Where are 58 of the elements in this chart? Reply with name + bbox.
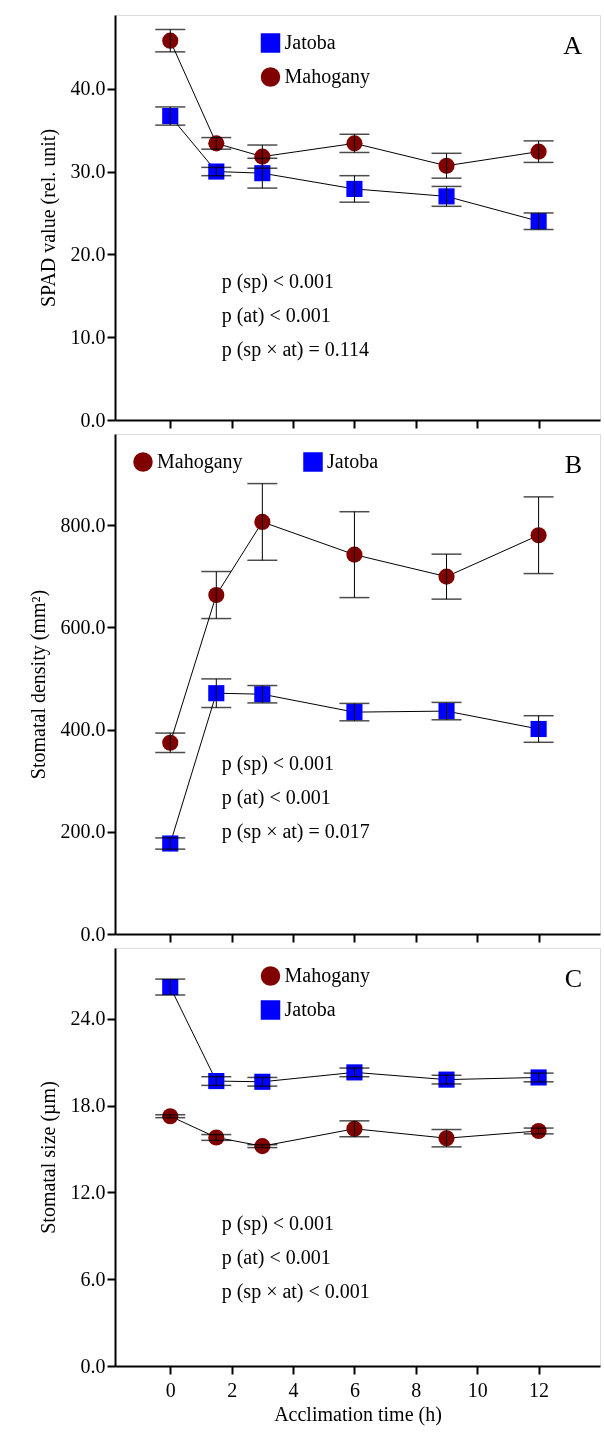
annotation: p (at) < 0.001: [221, 786, 331, 809]
point: [438, 703, 455, 720]
y-tick-label: 400.0: [60, 718, 106, 740]
legend-label: Jatoba: [327, 450, 379, 472]
point: [254, 513, 271, 530]
y-tick-label: 12.0: [70, 1180, 106, 1203]
point: [346, 704, 363, 721]
point: [438, 1130, 455, 1147]
annotation: p (at) < 0.001: [221, 304, 331, 328]
x-axis-title: Acclimation time (h): [274, 1402, 442, 1426]
y-tick-label: 0.0: [80, 1354, 106, 1377]
y-tick-label: 600.0: [60, 615, 106, 638]
legend-label: Jatoba: [284, 998, 336, 1020]
point: [162, 107, 179, 125]
x-tick-label: 12: [529, 1378, 550, 1401]
y-tick-label: 200.0: [60, 820, 106, 843]
point: [346, 180, 363, 197]
legend-label: Mahogany: [284, 964, 371, 987]
point: [438, 157, 455, 174]
y-tick-label: 800.0: [60, 513, 106, 536]
annotation: p (sp × at) = 0.114: [221, 338, 370, 362]
y-tick-label: 40.0: [70, 77, 106, 100]
legend-label: Mahogany: [284, 65, 371, 88]
y-tick-label: 30.0: [70, 160, 106, 183]
annotation: p (at) < 0.001: [221, 1245, 331, 1269]
y-axis-title: SPAD value (rel. unit): [36, 128, 60, 308]
y-tick-label: 0.0: [80, 408, 106, 431]
x-tick-label: 2: [227, 1378, 238, 1401]
y-tick-label: 0.0: [80, 922, 106, 945]
point: [438, 188, 455, 205]
point: [530, 720, 547, 738]
annotation: B: [564, 450, 582, 479]
y-tick-label: 6.0: [80, 1267, 106, 1290]
point: [162, 734, 179, 751]
y-tick-label: 10.0: [70, 325, 106, 348]
annotation: p (sp) < 0.001: [221, 270, 335, 294]
x-tick-label: 4: [288, 1378, 299, 1401]
point: [208, 685, 225, 702]
point: [162, 32, 179, 49]
annotation: p (sp) < 0.001: [221, 1211, 335, 1235]
annotation: p (sp × at) = 0.017: [221, 820, 370, 843]
x-tick-label: 10: [467, 1378, 488, 1401]
annotation: p (sp) < 0.001: [221, 752, 335, 775]
y-tick-label: 18.0: [70, 1094, 106, 1117]
y-axis-title: Stomatal size (µm): [36, 1081, 60, 1234]
annotation: p (sp × at) < 0.001: [221, 1279, 370, 1303]
annotation: A: [563, 31, 583, 60]
legend-label: Mahogany: [157, 450, 243, 473]
x-tick-label: 8: [411, 1378, 422, 1401]
y-tick-label: 24.0: [70, 1007, 106, 1030]
y-tick-label: 20.0: [70, 242, 106, 265]
point: [254, 686, 271, 703]
x-tick-label: 0: [165, 1378, 176, 1401]
point: [208, 587, 225, 604]
y-axis-title: Stomatal density (mm²): [26, 589, 50, 780]
legend-label: Jatoba: [284, 31, 336, 53]
x-tick-label: 6: [349, 1378, 360, 1401]
annotation: C: [564, 964, 582, 993]
